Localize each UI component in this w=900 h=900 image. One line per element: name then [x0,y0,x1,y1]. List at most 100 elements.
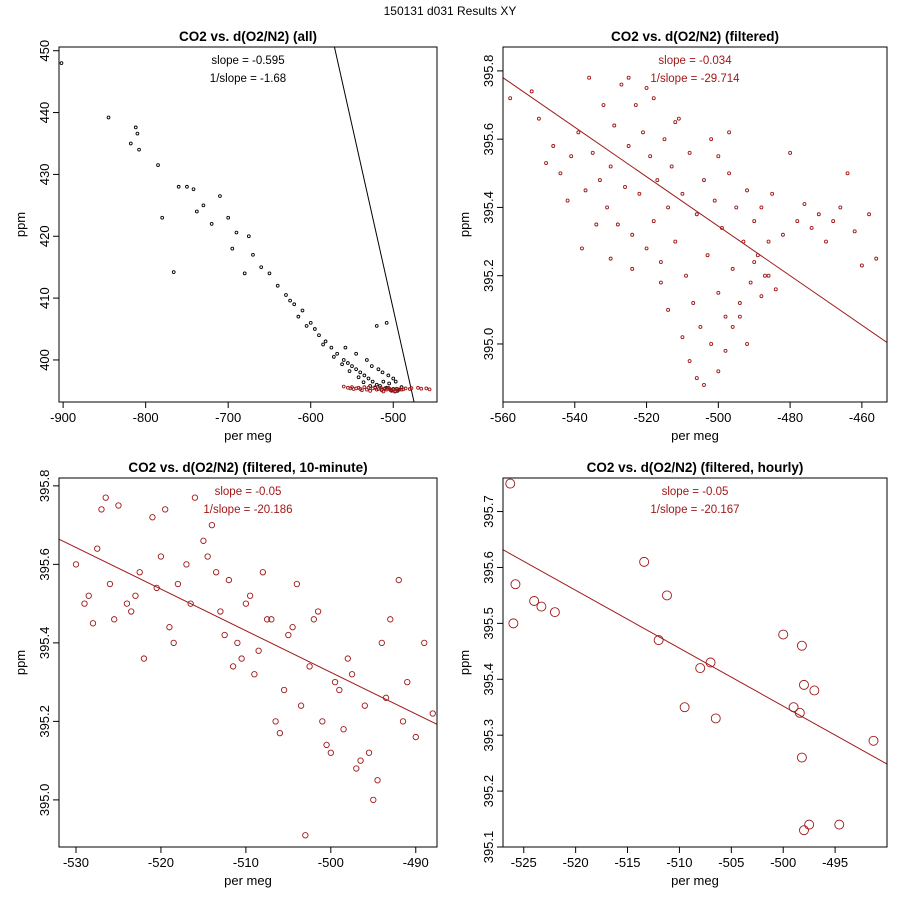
data-point [508,96,513,101]
data-point [89,620,97,627]
chart-panel-4: CO2 vs. d(O2/N2) (filtered, hourly) -525 -… [457,460,888,888]
data-point [366,376,371,381]
data-point [384,320,389,325]
x-tick-label: -460 [849,410,875,425]
x-tick-label: -525 [511,855,537,870]
data-point [323,339,328,344]
data-point [251,252,255,257]
data-point [412,733,419,741]
data-point [297,702,305,709]
page-title: 150131 d031 Results XY [383,4,517,18]
data-point [226,215,231,220]
data-point [852,229,857,234]
data-point [217,608,224,615]
y-tick-label: 395.4 [37,627,52,660]
data-point [102,494,109,501]
x-tick-label: -500 [770,855,796,870]
x-tick-label: -700 [215,410,241,425]
data-point [734,205,739,210]
data-point [387,381,391,386]
data-point [608,256,613,261]
data-point [745,188,749,193]
data-point [752,219,757,224]
slope-annotation: slope = -0.05 [662,486,729,498]
data-point [399,387,404,392]
data-point [358,370,363,375]
data-point [292,302,297,307]
data-point [687,150,692,155]
data-point [170,639,177,647]
y-tick-label: 395.7 [481,495,496,528]
data-point [802,202,807,206]
data-point [679,702,690,713]
data-point [272,718,279,725]
data-point [376,387,381,391]
data-point [680,335,685,340]
data-point [356,385,361,390]
data-point [788,702,799,713]
data-point [356,375,361,380]
x-tick-label: -490 [403,855,429,870]
x-tick-label: -515 [615,855,641,870]
data-point [136,569,143,576]
data-point [658,260,663,264]
data-point [597,178,602,183]
data-point [183,561,190,568]
data-point [653,635,664,646]
data-point [794,707,805,718]
y-axis-label: ppm [457,650,472,675]
data-point [255,647,262,654]
data-point [759,205,764,210]
data-point [795,219,800,224]
data-point [310,616,317,623]
data-point [321,342,325,347]
y-tick-label: 440 [37,102,52,124]
data-point [319,718,326,725]
data-point [306,663,313,670]
data-point [340,726,347,733]
y-tick-label: 395.6 [481,123,496,156]
data-point [388,387,392,392]
data-point [551,144,556,148]
chart-title: CO2 vs. d(O2/N2) (filtered) [611,29,779,44]
fit-line [333,47,415,402]
data-point [370,379,375,384]
fit-line [503,549,887,765]
y-tick-label: 395.8 [481,55,496,88]
data-point [730,266,735,271]
y-tick-label: 395.6 [481,551,496,584]
data-point [288,298,292,303]
data-point [712,198,717,203]
data-point [867,212,872,217]
data-point [648,154,653,159]
data-point [773,287,778,292]
x-axis-label: per meg [224,428,272,443]
data-point [623,185,627,189]
x-tick-label: -800 [133,410,159,425]
data-point [157,553,165,560]
data-point [335,351,339,356]
data-point [194,209,199,214]
data-point [393,389,397,394]
data-point [302,832,309,839]
inverse-slope-annotation: 1/slope = -20.186 [203,504,292,516]
data-point [662,590,672,601]
data-point [763,273,767,278]
x-tick-label: -500 [705,410,731,425]
data-point [770,191,775,196]
plot-area [59,47,432,402]
slope-annotation: slope = -0.05 [215,486,282,498]
data-point [346,361,350,365]
data-point [583,188,588,193]
data-point [569,154,574,159]
data-point [300,308,305,313]
data-point [208,521,216,529]
data-point [187,600,194,607]
data-point [378,384,382,388]
data-point [81,600,88,607]
data-point [191,187,196,192]
data-point [94,545,101,552]
data-point [424,386,429,391]
y-tick-label: 395.4 [481,663,496,696]
